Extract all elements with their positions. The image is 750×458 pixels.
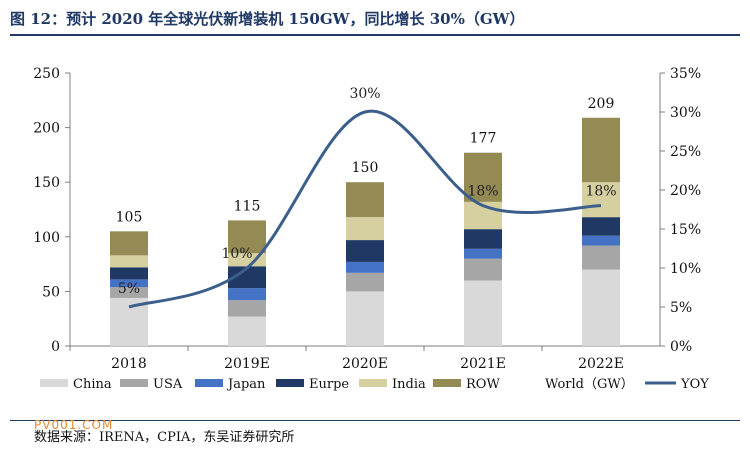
y-right-tick-label: 10% (670, 261, 701, 277)
bar-segment-eurpe (228, 266, 266, 289)
yoy-data-label: 18% (585, 184, 616, 200)
yoy-line (128, 109, 602, 309)
legend-label-yoy: YOY (680, 377, 709, 392)
bar-total-label: 177 (470, 131, 497, 147)
figure-title: 图 12：预计 2020 年全球光伏新增装机 150GW，同比增长 30%（GW… (10, 10, 525, 28)
x-tick-label: 2018 (111, 356, 147, 372)
bar-segment-eurpe (582, 217, 620, 236)
y-left-tick-label: 150 (33, 175, 60, 191)
y-right-tick-label: 15% (670, 222, 701, 238)
bar-segment-japan (228, 288, 266, 301)
x-tick-label: 2020E (342, 356, 388, 372)
x-tick-label: 2021E (460, 356, 506, 372)
bar-segment-china (582, 269, 620, 346)
bar-segment-usa (464, 258, 502, 281)
yoy-data-label: 18% (467, 184, 498, 200)
legend-label-japan: Japan (226, 377, 266, 392)
bar-segment-china (464, 280, 502, 346)
bar-segment-china (228, 316, 266, 346)
bar-segment-eurpe (110, 267, 148, 280)
legend-swatch-india (359, 379, 387, 387)
legend-label-usa: USA (153, 377, 183, 392)
y-left-tick-label: 250 (33, 66, 60, 82)
yoy-data-label: 10% (221, 246, 252, 262)
bar-total-label: 105 (116, 209, 143, 225)
bar-segment-row (228, 220, 266, 254)
bar-segment-usa (346, 272, 384, 292)
y-right-tick-label: 0% (670, 339, 692, 355)
legend-swatch-japan (195, 379, 223, 387)
bar-segment-row (110, 231, 148, 256)
bar-total-label: 115 (234, 198, 261, 214)
legend-label-china: China (73, 377, 112, 392)
y-right-tick-label: 35% (670, 66, 701, 82)
bar-segment-usa (110, 287, 148, 298)
title-divider (10, 34, 740, 36)
yoy-data-label: 30% (349, 86, 380, 102)
bar-segment-japan (464, 248, 502, 259)
bar-segment-india (346, 217, 384, 241)
y-left-tick-label: 50 (42, 284, 60, 300)
yoy-data-label: 5% (118, 281, 140, 297)
y-right-tick-label: 5% (670, 300, 692, 316)
legend-label-world: World（GW） (545, 377, 634, 392)
bar-segment-eurpe (346, 240, 384, 262)
bar-segment-row (346, 182, 384, 218)
legend-label-india: India (392, 377, 426, 392)
source-divider (10, 420, 740, 421)
bar-segment-usa (582, 245, 620, 270)
legend-label-eurpe: Eurpe (309, 377, 349, 392)
legend-label-row: ROW (466, 377, 500, 392)
source-note: 数据来源：IRENA，CPIA，东吴证券研究所 (34, 430, 295, 445)
bar-segment-india (110, 255, 148, 268)
bar-segment-japan (346, 261, 384, 273)
bar-segment-row (582, 117, 620, 183)
bar-segment-eurpe (464, 229, 502, 249)
legend-swatch-eurpe (276, 379, 304, 387)
x-tick-label: 2019E (224, 356, 270, 372)
legend-swatch-china (40, 379, 68, 387)
bar-total-label: 150 (352, 160, 379, 176)
bar-segment-india (582, 182, 620, 218)
y-left-tick-label: 100 (33, 230, 60, 246)
y-left-tick-label: 0 (51, 339, 60, 355)
bar-total-label: 209 (588, 96, 615, 112)
y-right-tick-label: 20% (670, 183, 701, 199)
x-tick-label: 2022E (578, 356, 624, 372)
y-right-tick-label: 30% (670, 105, 701, 121)
y-right-tick-label: 25% (670, 144, 701, 160)
y-left-tick-label: 200 (33, 121, 60, 137)
bar-segment-china (346, 291, 384, 346)
bar-segment-row (464, 152, 502, 202)
bar-segment-japan (582, 235, 620, 246)
bar-segment-usa (228, 300, 266, 317)
legend-swatch-usa (120, 379, 148, 387)
watermark: PV001.COM (34, 418, 114, 432)
bar-segment-japan (110, 279, 148, 288)
legend-swatch-row (433, 379, 461, 387)
